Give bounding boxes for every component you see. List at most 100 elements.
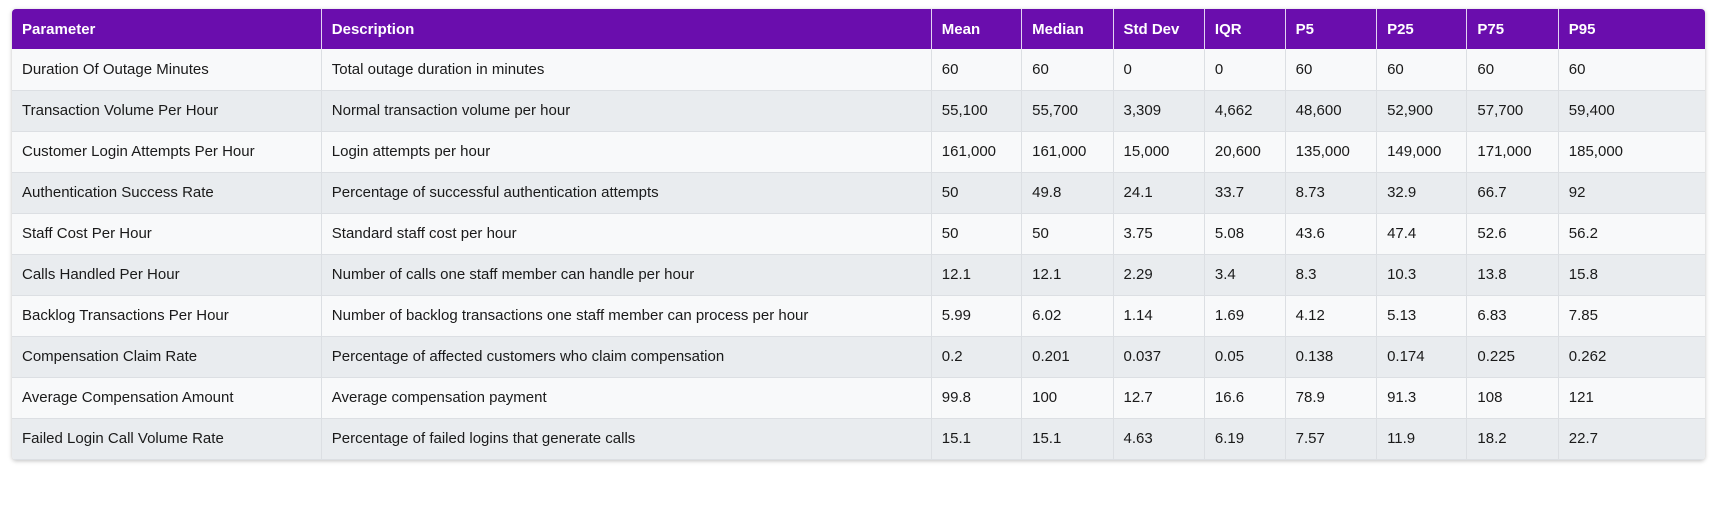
cell-description: Percentage of failed logins that generat…	[321, 418, 932, 460]
cell-description: Total outage duration in minutes	[321, 49, 932, 91]
table-row: Compensation Claim Rate Percentage of aff…	[12, 336, 1705, 378]
column-header-p5[interactable]: P5	[1285, 9, 1378, 49]
cell-p95: 59,400	[1558, 90, 1705, 132]
cell-p25: 91.3	[1376, 377, 1468, 419]
cell-std-dev: 2.29	[1113, 254, 1205, 296]
cell-p5: 135,000	[1285, 131, 1378, 173]
cell-p5: 7.57	[1285, 418, 1378, 460]
cell-p75: 13.8	[1466, 254, 1559, 296]
column-header-description[interactable]: Description	[321, 9, 932, 49]
cell-std-dev: 1.14	[1113, 295, 1205, 337]
cell-p5: 8.3	[1285, 254, 1378, 296]
cell-p25: 10.3	[1376, 254, 1468, 296]
cell-iqr: 0	[1204, 49, 1286, 91]
cell-p25: 47.4	[1376, 213, 1468, 255]
cell-mean: 99.8	[931, 377, 1023, 419]
cell-p75: 60	[1466, 49, 1559, 91]
cell-mean: 15.1	[931, 418, 1023, 460]
cell-iqr: 33.7	[1204, 172, 1286, 214]
cell-description: Percentage of successful authentication …	[321, 172, 932, 214]
cell-p95: 0.262	[1558, 336, 1705, 378]
cell-parameter: Average Compensation Amount	[12, 377, 322, 419]
table-row: Duration Of Outage Minutes Total outage d…	[12, 49, 1705, 91]
cell-parameter: Transaction Volume Per Hour	[12, 90, 322, 132]
cell-iqr: 3.4	[1204, 254, 1286, 296]
cell-p75: 66.7	[1466, 172, 1559, 214]
cell-parameter: Customer Login Attempts Per Hour	[12, 131, 322, 173]
cell-median: 0.201	[1021, 336, 1114, 378]
cell-std-dev: 24.1	[1113, 172, 1205, 214]
cell-mean: 50	[931, 213, 1023, 255]
cell-p25: 5.13	[1376, 295, 1468, 337]
header-row: Parameter Description Mean Median Std De…	[12, 9, 1705, 49]
cell-iqr: 4,662	[1204, 90, 1286, 132]
cell-p5: 0.138	[1285, 336, 1378, 378]
table-row: Customer Login Attempts Per Hour Login at…	[12, 131, 1705, 173]
cell-median: 100	[1021, 377, 1114, 419]
cell-description: Normal transaction volume per hour	[321, 90, 932, 132]
column-header-parameter[interactable]: Parameter	[12, 9, 322, 49]
cell-mean: 55,100	[931, 90, 1023, 132]
cell-parameter: Staff Cost Per Hour	[12, 213, 322, 255]
cell-p95: 15.8	[1558, 254, 1705, 296]
cell-p75: 171,000	[1466, 131, 1559, 173]
table-row: Average Compensation Amount Average compe…	[12, 377, 1705, 419]
cell-p75: 18.2	[1466, 418, 1559, 460]
table-body: Duration Of Outage Minutes Total outage d…	[12, 49, 1705, 460]
column-header-p25[interactable]: P25	[1376, 9, 1468, 49]
cell-p25: 60	[1376, 49, 1468, 91]
cell-description: Number of calls one staff member can han…	[321, 254, 932, 296]
cell-description: Percentage of affected customers who cla…	[321, 336, 932, 378]
parameter-table-container: Parameter Description Mean Median Std De…	[12, 9, 1705, 460]
cell-description: Login attempts per hour	[321, 131, 932, 173]
column-header-p95[interactable]: P95	[1568, 20, 1596, 38]
cell-p75: 0.225	[1466, 336, 1559, 378]
cell-mean: 12.1	[931, 254, 1023, 296]
cell-parameter: Calls Handled Per Hour	[12, 254, 322, 296]
cell-p25: 11.9	[1376, 418, 1468, 460]
cell-median: 6.02	[1021, 295, 1114, 337]
cell-p75: 52.6	[1466, 213, 1559, 255]
cell-parameter: Backlog Transactions Per Hour	[12, 295, 322, 337]
cell-p75: 6.83	[1466, 295, 1559, 337]
parameter-statistics-table: Parameter Description Mean Median Std De…	[12, 9, 1705, 460]
cell-mean: 0.2	[931, 336, 1023, 378]
cell-mean: 60	[931, 49, 1023, 91]
cell-median: 60	[1021, 49, 1114, 91]
cell-iqr: 5.08	[1204, 213, 1286, 255]
table-row: Staff Cost Per Hour Standard staff cost p…	[12, 213, 1705, 255]
cell-iqr: 1.69	[1204, 295, 1286, 337]
cell-p25: 32.9	[1376, 172, 1468, 214]
cell-mean: 50	[931, 172, 1023, 214]
cell-iqr: 16.6	[1204, 377, 1286, 419]
cell-iqr: 0.05	[1204, 336, 1286, 378]
cell-median: 161,000	[1021, 131, 1114, 173]
cell-description: Standard staff cost per hour	[321, 213, 932, 255]
cell-mean: 161,000	[931, 131, 1023, 173]
table-row: Calls Handled Per Hour Number of calls on…	[12, 254, 1705, 296]
column-header-median[interactable]: Median	[1021, 9, 1114, 49]
cell-iqr: 6.19	[1204, 418, 1286, 460]
cell-median: 15.1	[1021, 418, 1114, 460]
cell-median: 50	[1021, 213, 1114, 255]
cell-parameter: Failed Login Call Volume Rate	[12, 418, 322, 460]
cell-std-dev: 3,309	[1113, 90, 1205, 132]
table-row: Authentication Success Rate Percentage of…	[12, 172, 1705, 214]
cell-p95: 22.7	[1558, 418, 1705, 460]
cell-p95: 56.2	[1558, 213, 1705, 255]
cell-median: 12.1	[1021, 254, 1114, 296]
cell-iqr: 20,600	[1204, 131, 1286, 173]
column-header-p75[interactable]: P75	[1466, 9, 1559, 49]
cell-p75: 108	[1466, 377, 1559, 419]
cell-parameter: Compensation Claim Rate	[12, 336, 322, 378]
table-row: Transaction Volume Per Hour Normal transa…	[12, 90, 1705, 132]
cell-p95: 121	[1558, 377, 1705, 419]
cell-p25: 149,000	[1376, 131, 1468, 173]
cell-p95: 185,000	[1558, 131, 1705, 173]
table-row: Backlog Transactions Per Hour Number of b…	[12, 295, 1705, 337]
column-header-std-dev[interactable]: Std Dev	[1113, 9, 1205, 49]
cell-std-dev: 0.037	[1113, 336, 1205, 378]
cell-p5: 4.12	[1285, 295, 1378, 337]
column-header-iqr[interactable]: IQR	[1204, 9, 1286, 49]
column-header-mean[interactable]: Mean	[931, 9, 1023, 49]
